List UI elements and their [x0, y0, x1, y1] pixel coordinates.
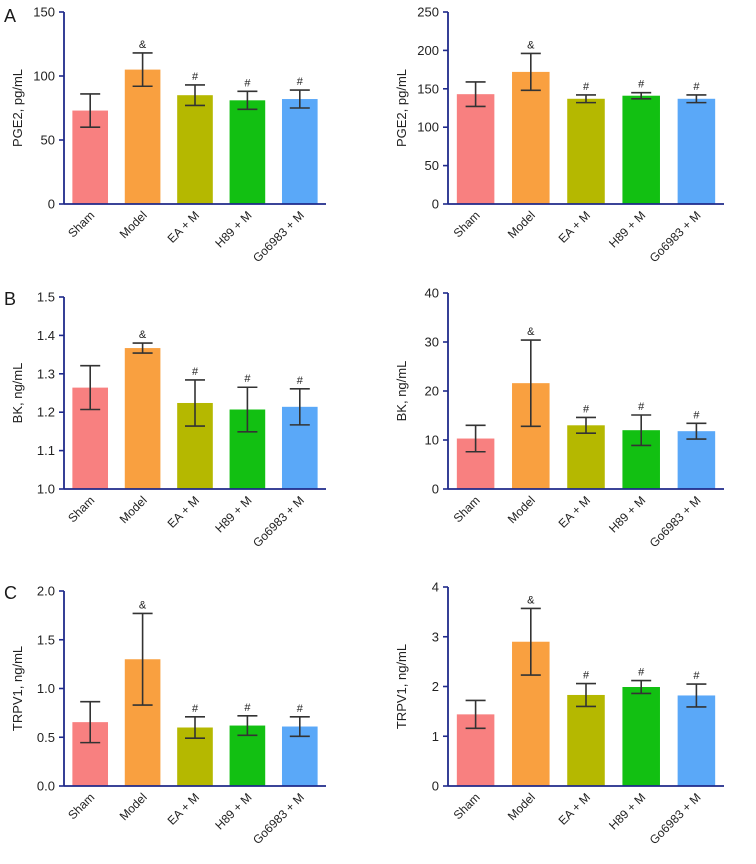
bar-0-1 — [124, 69, 161, 204]
y-axis-label-2: BK, ng/mL — [10, 363, 25, 424]
y-axis-label-0: PGE2, pg/mL — [10, 69, 25, 147]
annotation-5-1: & — [527, 594, 535, 606]
bar-1-2 — [567, 98, 605, 204]
annotation-3-1: & — [527, 326, 535, 338]
y-tick-label-5-2: 2 — [432, 679, 439, 694]
panel-letter-a: A — [4, 6, 17, 26]
y-tick-label-0-2: 100 — [33, 69, 55, 84]
annotation-4-3: # — [244, 702, 251, 714]
annotation-5-4: # — [693, 670, 700, 682]
panel-letter-b: B — [4, 289, 17, 309]
y-tick-label-2-1: 1.1 — [37, 443, 55, 458]
y-tick-label-2-0: 1.0 — [37, 482, 55, 497]
annotation-1-3: # — [638, 79, 645, 91]
annotation-2-2: # — [192, 366, 199, 378]
annotation-2-4: # — [297, 375, 304, 387]
y-tick-label-2-3: 1.3 — [37, 366, 55, 381]
annotation-3-4: # — [693, 409, 700, 421]
y-axis-label-4: TRPV1, ng/mL — [10, 646, 25, 731]
bar-5-2 — [567, 694, 605, 786]
bar-0-2 — [177, 95, 213, 204]
y-tick-label-3-0: 0 — [432, 482, 439, 497]
y-tick-label-1-5: 250 — [417, 5, 439, 20]
y-tick-label-5-0: 0 — [432, 779, 439, 794]
y-tick-label-3-4: 40 — [425, 286, 439, 301]
y-tick-label-2-2: 1.2 — [37, 405, 55, 420]
bar-2-1 — [124, 348, 161, 489]
y-tick-label-1-2: 100 — [417, 120, 439, 135]
annotation-0-3: # — [244, 77, 251, 89]
annotation-0-4: # — [297, 76, 304, 88]
y-tick-label-5-1: 1 — [432, 729, 439, 744]
y-tick-label-3-1: 10 — [425, 433, 439, 448]
y-tick-label-1-0: 0 — [432, 197, 439, 212]
bar-5-4 — [677, 695, 716, 786]
x-tick-label-5-3: H89 + M — [606, 790, 648, 832]
y-tick-label-4-3: 1.5 — [37, 632, 55, 647]
y-tick-label-0-1: 50 — [41, 133, 55, 148]
bar-1-4 — [677, 98, 716, 204]
x-tick-label-5-4: Go6983 + M — [647, 790, 704, 847]
annotation-5-3: # — [638, 667, 645, 679]
y-tick-label-3-3: 30 — [425, 335, 439, 350]
y-tick-label-4-0: 0.0 — [37, 779, 55, 794]
y-tick-label-0-0: 0 — [48, 197, 55, 212]
annotation-4-1: & — [139, 599, 147, 611]
bar-0-3 — [229, 100, 266, 204]
x-tick-label-5-2: EA + M — [556, 790, 593, 827]
bar-0-4 — [281, 99, 318, 204]
annotation-0-1: & — [139, 39, 147, 51]
y-tick-label-0-3: 150 — [33, 5, 55, 20]
y-axis-label-5: TRPV1, ng/mL — [394, 644, 409, 729]
y-tick-label-3-2: 20 — [425, 384, 439, 399]
annotation-1-2: # — [583, 81, 590, 93]
annotation-5-2: # — [583, 670, 590, 682]
y-tick-label-2-5: 1.5 — [37, 290, 55, 305]
y-tick-label-4-4: 2.0 — [37, 584, 55, 599]
bar-1-1 — [512, 71, 550, 205]
y-tick-label-4-1: 0.5 — [37, 730, 55, 745]
y-tick-label-2-4: 1.4 — [37, 328, 55, 343]
y-tick-label-1-3: 150 — [417, 81, 439, 96]
y-axis-label-3: BK, ng/mL — [394, 361, 409, 422]
annotation-3-2: # — [583, 403, 590, 415]
annotation-2-1: & — [139, 329, 147, 341]
x-tick-label-5-0: Sham — [451, 790, 483, 822]
y-tick-label-1-1: 50 — [425, 158, 439, 173]
annotation-3-3: # — [638, 401, 645, 413]
y-tick-label-5-3: 3 — [432, 629, 439, 644]
bar-3-2 — [567, 425, 605, 489]
annotation-2-3: # — [244, 373, 251, 385]
y-tick-label-4-2: 1.0 — [37, 681, 55, 696]
bar-3-4 — [677, 431, 716, 489]
annotation-0-2: # — [192, 71, 199, 83]
bar-1-3 — [622, 95, 660, 204]
panel-letter-c: C — [4, 583, 17, 603]
annotation-4-2: # — [192, 703, 199, 715]
y-tick-label-1-4: 200 — [417, 43, 439, 58]
annotation-4-4: # — [297, 703, 304, 715]
x-tick-label-5-1: Model — [505, 790, 538, 823]
annotation-1-1: & — [527, 39, 535, 51]
bar-5-3 — [622, 687, 660, 786]
y-axis-label-1: PGE2, pg/mL — [394, 69, 409, 147]
annotation-1-4: # — [693, 81, 700, 93]
bar-1-0 — [456, 94, 495, 204]
y-tick-label-5-4: 4 — [432, 580, 439, 595]
